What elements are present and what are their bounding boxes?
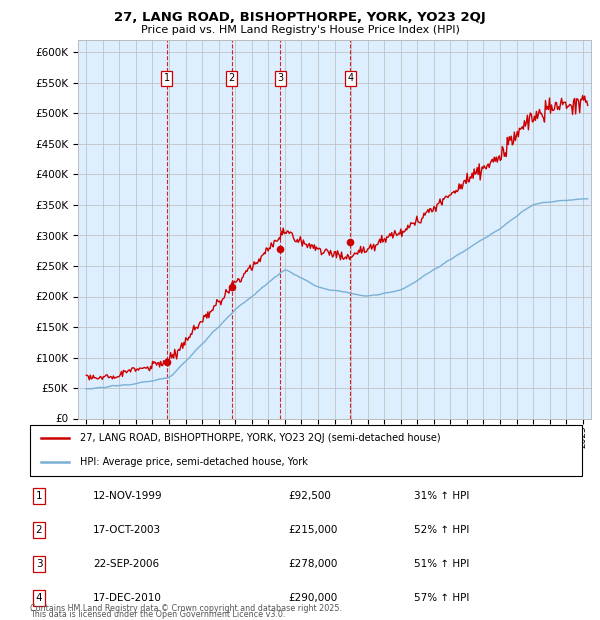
Text: 57% ↑ HPI: 57% ↑ HPI <box>414 593 469 603</box>
Text: 3: 3 <box>35 559 43 569</box>
Point <box>162 357 172 367</box>
Text: 17-DEC-2010: 17-DEC-2010 <box>93 593 162 603</box>
Point <box>346 237 355 247</box>
Text: £92,500: £92,500 <box>288 491 331 501</box>
Text: 31% ↑ HPI: 31% ↑ HPI <box>414 491 469 501</box>
Text: 27, LANG ROAD, BISHOPTHORPE, YORK, YO23 2QJ: 27, LANG ROAD, BISHOPTHORPE, YORK, YO23 … <box>114 11 486 24</box>
Text: Price paid vs. HM Land Registry's House Price Index (HPI): Price paid vs. HM Land Registry's House … <box>140 25 460 35</box>
Text: 3: 3 <box>277 73 283 83</box>
Text: 1: 1 <box>35 491 43 501</box>
Text: 2: 2 <box>229 73 235 83</box>
Text: 52% ↑ HPI: 52% ↑ HPI <box>414 525 469 535</box>
Text: 27, LANG ROAD, BISHOPTHORPE, YORK, YO23 2QJ (semi-detached house): 27, LANG ROAD, BISHOPTHORPE, YORK, YO23 … <box>80 433 440 443</box>
Text: 51% ↑ HPI: 51% ↑ HPI <box>414 559 469 569</box>
Point <box>227 282 236 292</box>
Text: 4: 4 <box>347 73 353 83</box>
Text: 1: 1 <box>164 73 170 83</box>
Text: This data is licensed under the Open Government Licence v3.0.: This data is licensed under the Open Gov… <box>30 610 286 619</box>
Text: £278,000: £278,000 <box>288 559 337 569</box>
Point <box>275 244 285 254</box>
Text: Contains HM Land Registry data © Crown copyright and database right 2025.: Contains HM Land Registry data © Crown c… <box>30 603 342 613</box>
Text: £215,000: £215,000 <box>288 525 337 535</box>
Text: 22-SEP-2006: 22-SEP-2006 <box>93 559 159 569</box>
Text: 17-OCT-2003: 17-OCT-2003 <box>93 525 161 535</box>
Text: 2: 2 <box>35 525 43 535</box>
Text: £290,000: £290,000 <box>288 593 337 603</box>
Text: 4: 4 <box>35 593 43 603</box>
Text: HPI: Average price, semi-detached house, York: HPI: Average price, semi-detached house,… <box>80 457 308 467</box>
Text: 12-NOV-1999: 12-NOV-1999 <box>93 491 163 501</box>
